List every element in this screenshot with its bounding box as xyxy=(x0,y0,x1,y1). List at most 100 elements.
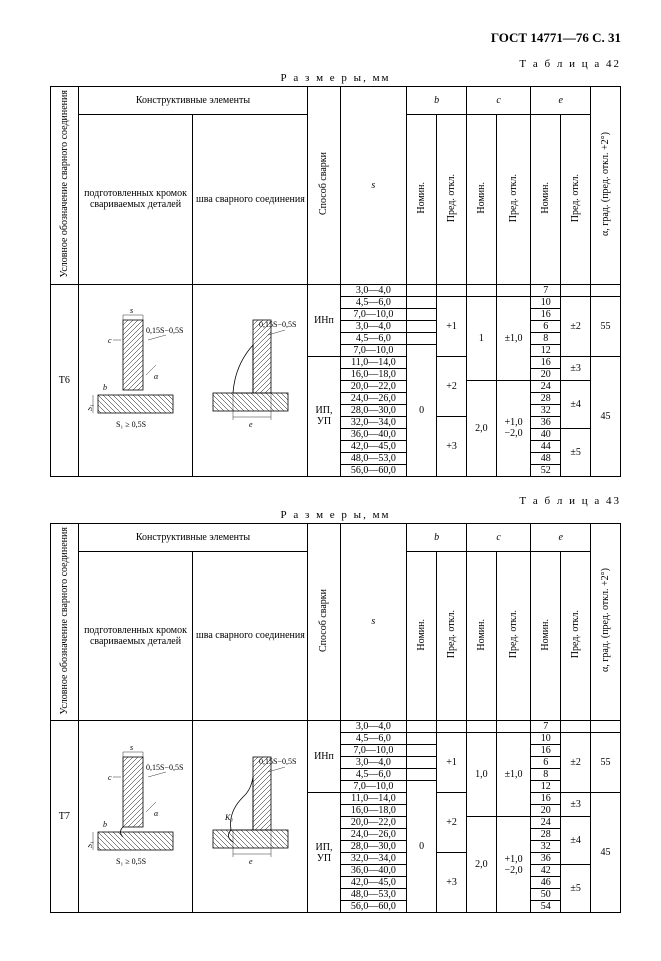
diagram-weld: 0,15S−0,5S e K₁ xyxy=(193,721,308,913)
e-pred: ±4 xyxy=(561,380,591,428)
hdr-b-pred: Пред. откл. xyxy=(437,551,467,721)
c-pred: ±1,0 xyxy=(496,296,530,380)
e-nomin: 54 xyxy=(531,901,561,913)
e-nomin: 7 xyxy=(531,721,561,733)
e-nomin: 50 xyxy=(531,889,561,901)
c-pred: +1,0−2,0 xyxy=(496,380,530,476)
e-pred: ±3 xyxy=(561,356,591,380)
b-pred xyxy=(437,721,467,733)
svg-text:0,15S−0,5S: 0,15S−0,5S xyxy=(259,757,296,766)
b-nomin xyxy=(407,721,437,733)
b-pred: +2 xyxy=(437,793,467,853)
c-pred: +1,0−2,0 xyxy=(496,817,530,913)
s-cell: 3,0—4,0 xyxy=(340,757,407,769)
svg-text:b: b xyxy=(103,820,107,829)
s-cell: 3,0—4,0 xyxy=(340,721,407,733)
b-pred: +3 xyxy=(437,416,467,476)
svg-text:b: b xyxy=(103,383,107,392)
hdr-b: b xyxy=(407,523,467,551)
hdr-alpha: α, град. (пред. откл. +2°) xyxy=(591,87,621,285)
hdr-c-pred: Пред. откл. xyxy=(496,115,530,285)
hdr-c-nomin: Номин. xyxy=(466,115,496,285)
e-nomin: 24 xyxy=(531,380,561,392)
page: ГОСТ 14771—76 С. 31 Т а б л и ц а 42 Р а… xyxy=(0,0,661,961)
hdr-e-pred: Пред. откл. xyxy=(561,115,591,285)
c-pred xyxy=(496,721,530,733)
table-number: Т а б л и ц а 42 xyxy=(50,58,621,70)
e-nomin: 28 xyxy=(531,392,561,404)
hdr-c: c xyxy=(466,523,530,551)
e-nomin: 6 xyxy=(531,320,561,332)
svg-text:s: s xyxy=(130,306,133,315)
c-nomin: 2,0 xyxy=(466,817,496,913)
razmery-label: Р а з м е р ы, мм xyxy=(50,72,621,84)
hdr-uslov: Условное обозначение сварного соединения xyxy=(51,87,79,285)
b-pred xyxy=(437,284,467,296)
diagram-weld: 0,15S−0,5S e xyxy=(193,284,308,476)
alpha-cell: 45 xyxy=(591,793,621,913)
hdr-s: s xyxy=(340,523,407,721)
hdr-c: c xyxy=(466,87,530,115)
s-cell: 20,0—22,0 xyxy=(340,817,407,829)
s-cell: 4,5—6,0 xyxy=(340,733,407,745)
sposob-cell: ИП, УП xyxy=(308,793,340,913)
s-cell: 56,0—60,0 xyxy=(340,901,407,913)
svg-text:α: α xyxy=(154,809,159,818)
s-cell: 20,0—22,0 xyxy=(340,380,407,392)
b-nomin xyxy=(407,769,437,781)
diagram-prep: s 0,15S−0,5S c α b S₁ S₁ ≥ 0,5S xyxy=(78,721,193,913)
b-nomin xyxy=(407,284,437,296)
s-cell: 7,0—10,0 xyxy=(340,344,407,356)
svg-text:S₁: S₁ xyxy=(88,404,94,411)
gost-header: ГОСТ 14771—76 С. 31 xyxy=(50,30,621,46)
hdr-konstr: Конструктивные элементы xyxy=(78,523,308,551)
s-cell: 7,0—10,0 xyxy=(340,781,407,793)
e-pred: ±3 xyxy=(561,793,591,817)
hdr-alpha: α, град. (пред. откл. +2°) xyxy=(591,523,621,721)
s-cell: 28,0—30,0 xyxy=(340,841,407,853)
e-pred: ±2 xyxy=(561,733,591,793)
b-nomin xyxy=(407,332,437,344)
e-nomin: 10 xyxy=(531,296,561,308)
hdr-b-pred: Пред. откл. xyxy=(437,115,467,285)
code-cell: Т6 xyxy=(51,284,79,476)
e-pred: ±2 xyxy=(561,296,591,356)
sposob-cell: ИНп xyxy=(308,284,340,356)
e-nomin: 12 xyxy=(531,781,561,793)
svg-text:0,15S−0,5S: 0,15S−0,5S xyxy=(146,326,183,335)
s-cell: 7,0—10,0 xyxy=(340,745,407,757)
b-nomin xyxy=(407,745,437,757)
s-cell: 36,0—40,0 xyxy=(340,865,407,877)
hdr-c-pred: Пред. откл. xyxy=(496,551,530,721)
s-cell: 48,0—53,0 xyxy=(340,889,407,901)
b-pred: +1 xyxy=(437,733,467,793)
e-pred: ±4 xyxy=(561,817,591,865)
s-cell: 32,0—34,0 xyxy=(340,416,407,428)
s-cell: 16,0—18,0 xyxy=(340,805,407,817)
table-block-0: Т а б л и ц а 42 Р а з м е р ы, мм Услов… xyxy=(50,58,621,477)
hdr-b: b xyxy=(407,87,467,115)
e-nomin: 36 xyxy=(531,416,561,428)
c-nomin: 1,0 xyxy=(466,733,496,817)
e-nomin: 20 xyxy=(531,805,561,817)
alpha-cell: 55 xyxy=(591,296,621,356)
alpha-cell xyxy=(591,721,621,733)
b-pred: +1 xyxy=(437,296,467,356)
e-pred: ±5 xyxy=(561,865,591,913)
e-nomin: 24 xyxy=(531,817,561,829)
hdr-c-nomin: Номин. xyxy=(466,551,496,721)
s-cell: 11,0—14,0 xyxy=(340,793,407,805)
s-cell: 4,5—6,0 xyxy=(340,332,407,344)
s-cell: 48,0—53,0 xyxy=(340,452,407,464)
s-cell: 28,0—30,0 xyxy=(340,404,407,416)
c-pred xyxy=(496,284,530,296)
hdr-konstr: Конструктивные элементы xyxy=(78,87,308,115)
e-nomin: 16 xyxy=(531,745,561,757)
hdr-b-nomin: Номин. xyxy=(407,551,437,721)
svg-text:e: e xyxy=(249,857,253,866)
hdr-e-nomin: Номин. xyxy=(531,115,561,285)
b-nomin: 0 xyxy=(407,781,437,913)
c-nomin: 1 xyxy=(466,296,496,380)
e-pred: ±5 xyxy=(561,428,591,476)
b-pred: +2 xyxy=(437,356,467,416)
